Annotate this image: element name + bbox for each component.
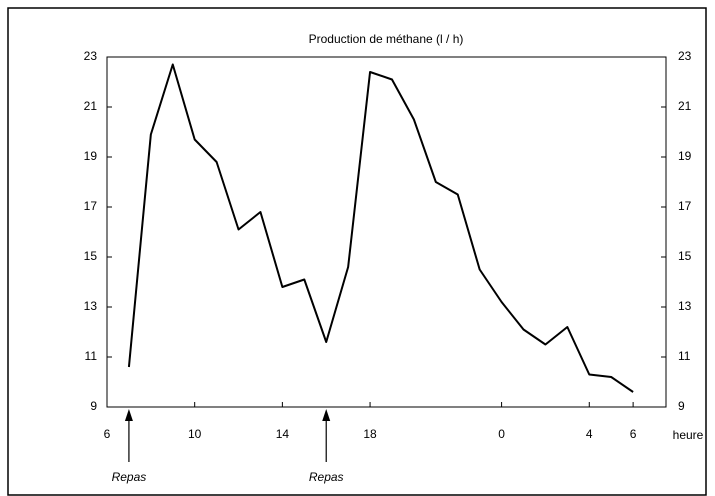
y-tick-label: 13 (84, 299, 98, 313)
x-tick-label: 4 (586, 427, 593, 441)
plot-frame (106, 56, 667, 408)
chart-title: Production de méthane (l / h) (309, 32, 464, 46)
annotation-arrowhead (322, 409, 331, 421)
y2-tick-label: 17 (678, 199, 692, 213)
y-tick-label: 9 (90, 399, 97, 413)
x-tick-label: 14 (276, 427, 290, 441)
annotation-arrowhead (124, 409, 133, 421)
x-tick-label: 18 (363, 427, 377, 441)
x-tick-label: 6 (630, 427, 637, 441)
y2-tick-label: 19 (678, 149, 692, 163)
x-tick-label: 10 (188, 427, 202, 441)
x-tick-label: 6 (104, 427, 111, 441)
y-tick-label: 21 (84, 99, 98, 113)
x-axis-label: heure (673, 428, 704, 442)
y-tick-label: 17 (84, 199, 98, 213)
annotation-text: Repas (309, 470, 344, 484)
y2-tick-label: 15 (678, 249, 692, 263)
annotation-text: Repas (112, 470, 147, 484)
line-series (127, 63, 634, 393)
y2-tick-label: 9 (678, 399, 685, 413)
outer-frame (7, 7, 707, 496)
x-tick-label: 0 (498, 427, 505, 441)
y-tick-label: 23 (84, 49, 98, 63)
y2-tick-label: 21 (678, 99, 692, 113)
y2-tick-label: 13 (678, 299, 692, 313)
y2-tick-label: 23 (678, 49, 692, 63)
y-tick-label: 11 (85, 349, 98, 363)
y-tick-label: 19 (84, 149, 98, 163)
y-tick-label: 15 (84, 249, 98, 263)
y2-tick-label: 11 (678, 349, 691, 363)
